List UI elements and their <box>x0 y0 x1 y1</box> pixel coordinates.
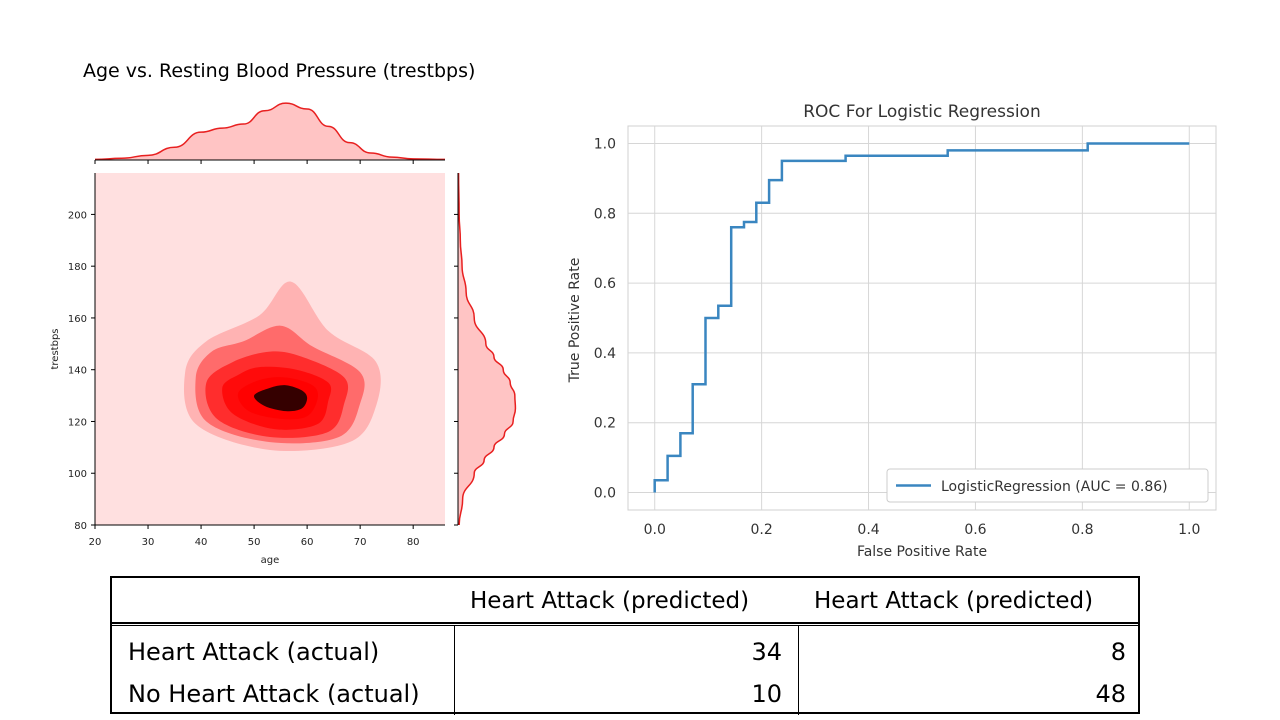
kde-axes <box>94 173 445 526</box>
roc-y-tick-label: 1.0 <box>594 136 616 152</box>
roc-y-tick-label: 0.2 <box>594 416 616 432</box>
kde-x-tick-label: 60 <box>301 537 314 548</box>
kde-y-tick-label: 100 <box>68 469 87 480</box>
roc-legend: LogisticRegression (AUC = 0.86) <box>886 468 1209 503</box>
roc-x-tick-label: 0.2 <box>751 522 773 538</box>
roc-legend-label: LogisticRegression (AUC = 0.86) <box>941 479 1168 495</box>
roc-y-tick-label: 0.8 <box>594 206 616 222</box>
kde-y-tick-label: 180 <box>68 262 87 273</box>
roc-series-line <box>653 142 1190 493</box>
kde-background <box>95 173 445 525</box>
kde-x-tick-label: 80 <box>407 537 420 548</box>
roc-legend-box <box>886 468 1209 503</box>
kde-x-tick-label: 50 <box>248 537 261 548</box>
roc-y-tick-label: 0.6 <box>594 276 616 292</box>
kde-x-tick-label: 70 <box>354 537 367 548</box>
cell-tn: 48 <box>1095 680 1126 708</box>
confusion-matrix-header: Heart Attack (predicted) Heart Attack (p… <box>112 578 1138 624</box>
kde-x-tick-label: 40 <box>195 537 208 548</box>
col-header-predicted-2: Heart Attack (predicted) <box>814 588 1094 614</box>
cell-fn: 8 <box>1110 638 1126 666</box>
kde-contour-level-6 <box>254 385 308 412</box>
kde-y-tick-label: 160 <box>68 314 87 325</box>
kde-x-tick-label: 20 <box>89 537 102 548</box>
roc-chart-title: ROC For Logistic Regression <box>803 102 1041 122</box>
kde-contours <box>183 281 381 452</box>
kde-y-tick-label: 200 <box>68 210 87 221</box>
kde-marginal-y-fill <box>458 173 516 525</box>
roc-y-axis-label: True Positive Rate <box>567 258 583 384</box>
roc-x-tick-label: 0.8 <box>1071 522 1093 538</box>
kde-x-tick-label: 30 <box>142 537 155 548</box>
slide-title: Age vs. Resting Blood Pressure (trestbps… <box>83 60 476 82</box>
roc-y-tick-label: 0.0 <box>594 486 616 502</box>
column-divider <box>798 626 799 715</box>
roc-y-tick-label: 0.4 <box>594 346 616 362</box>
kde-y-ticks: 80 100 120 140 160 180 200 <box>68 210 95 532</box>
roc-plot-area <box>627 125 1217 511</box>
kde-marginal-y-line <box>457 172 517 526</box>
roc-x-axis-label: False Positive Rate <box>857 544 987 560</box>
row-label-no-heart-attack-actual: No Heart Attack (actual) <box>128 680 420 708</box>
kde-y-axis-label: trestbps <box>50 328 61 369</box>
cell-fp: 10 <box>751 680 782 708</box>
kde-y-tick-label: 80 <box>74 521 87 532</box>
col-header-predicted-1: Heart Attack (predicted) <box>470 588 750 614</box>
kde-y-tick-label: 120 <box>68 417 87 428</box>
confusion-matrix-table: Heart Attack (predicted) Heart Attack (p… <box>110 576 1140 715</box>
column-divider <box>454 626 455 715</box>
roc-x-tick-label: 0.4 <box>857 522 879 538</box>
roc-x-tick-label: 1.0 <box>1178 522 1200 538</box>
confusion-matrix-body: Heart Attack (actual) 34 8 No Heart Atta… <box>112 625 1138 715</box>
roc-y-ticks: 0.0 0.2 0.4 0.6 0.8 1.0 <box>594 136 616 501</box>
kde-marginal-x-line <box>94 102 446 161</box>
roc-x-tick-label: 0.0 <box>644 522 666 538</box>
roc-x-ticks: 0.0 0.2 0.4 0.6 0.8 1.0 <box>644 522 1201 538</box>
row-label-heart-attack-actual: Heart Attack (actual) <box>128 638 380 666</box>
kde-x-ticks: 20 30 40 50 60 70 80 <box>89 525 420 548</box>
kde-x-axis-label: age <box>261 555 280 566</box>
kde-y-tick-label: 140 <box>68 366 87 377</box>
roc-x-tick-label: 0.6 <box>964 522 986 538</box>
cell-tp: 34 <box>751 638 782 666</box>
